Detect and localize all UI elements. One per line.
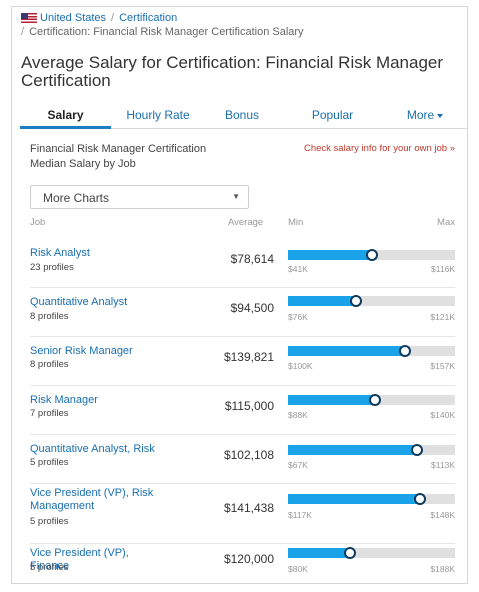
max-salary: $188K	[430, 564, 455, 574]
salary-range-fill	[288, 548, 350, 558]
salary-range-bar	[288, 345, 455, 357]
average-salary: $120,000	[223, 552, 274, 566]
job-title-link[interactable]: Risk Analyst	[30, 247, 90, 259]
job-title-link[interactable]: Risk Manager	[30, 394, 98, 406]
tab-more[interactable]: More	[400, 108, 450, 122]
job-title-link[interactable]: Quantitative Analyst, Risk	[30, 443, 155, 455]
salary-range-bar	[288, 295, 455, 307]
profile-count: 5 profiles	[30, 457, 69, 468]
profile-count: 7 profiles	[30, 408, 69, 419]
median-marker	[365, 249, 378, 261]
page-title: Average Salary for Certification: Financ…	[21, 53, 444, 90]
salary-range-bar	[288, 547, 455, 559]
average-salary: $94,500	[230, 301, 274, 315]
salary-range-fill	[288, 494, 420, 504]
own-job-link[interactable]: Check salary info for your own job »	[303, 143, 455, 154]
max-salary: $121K	[430, 312, 455, 322]
breadcrumb-country-link[interactable]: United States	[40, 12, 107, 24]
table-row: Senior Risk Manager 8 profiles $139,821 $10…	[30, 337, 455, 386]
breadcrumb-separator: /	[21, 26, 25, 38]
caret-down-icon	[437, 113, 444, 118]
median-marker	[413, 493, 426, 505]
min-salary: $88K	[288, 410, 308, 420]
job-title-link[interactable]: Vice President (VP), Risk Management	[30, 487, 154, 512]
max-salary: $113K	[431, 460, 455, 470]
max-salary: $148K	[430, 510, 455, 520]
column-header-job: Job	[30, 217, 46, 228]
table-row: Risk Manager 7 profiles $115,000 $88K $140K	[30, 386, 455, 435]
more-charts-dropdown[interactable]: More Charts ▼	[30, 185, 249, 209]
median-marker	[343, 547, 356, 559]
column-header-average: Average	[228, 217, 264, 228]
salary-range-fill	[288, 250, 372, 260]
job-title-link[interactable]: Vice President (VP), Finance	[30, 547, 129, 572]
breadcrumb-section-link[interactable]: Certification	[119, 12, 178, 24]
column-header-max: Max	[437, 217, 455, 228]
salary-range-fill	[288, 395, 375, 405]
max-salary: $140K	[430, 410, 455, 420]
profile-count: 5 profiles	[30, 516, 69, 527]
breadcrumb-separator: /	[111, 12, 115, 24]
tab-bonus[interactable]: Bonus	[224, 108, 260, 122]
min-salary: $100K	[288, 361, 313, 371]
salary-range-bar	[288, 444, 455, 456]
salary-range-bar	[288, 249, 455, 261]
min-salary: $117K	[288, 510, 312, 520]
tab-popular[interactable]: Popular	[311, 108, 354, 122]
dropdown-selected-value: More Charts	[43, 191, 110, 205]
breadcrumb: United States / Certification / Certific…	[21, 11, 461, 39]
min-salary: $76K	[288, 312, 308, 322]
salary-range-fill	[288, 445, 417, 455]
salary-range-bar	[288, 394, 455, 406]
average-salary: $139,821	[223, 350, 274, 364]
dropdown-arrow-icon: ▼	[232, 192, 240, 201]
profile-count: 23 profiles	[30, 262, 74, 273]
max-salary: $157K	[430, 361, 455, 371]
table-row: Quantitative Analyst, Risk 5 profiles $102…	[30, 435, 455, 484]
breadcrumb-current: Certification: Financial Risk Manager Ce…	[29, 26, 304, 38]
table-row: Vice President (VP), Finance 5 profiles $1…	[30, 544, 455, 583]
average-salary: $78,614	[230, 252, 274, 266]
table-row: Risk Analyst 23 profiles $78,614 $41K $116K	[30, 239, 455, 288]
tab-bar: Salary Hourly Rate Bonus Popular More	[20, 107, 467, 129]
profile-count: 8 profiles	[30, 311, 69, 322]
tab-hourly-rate[interactable]: Hourly Rate	[126, 108, 190, 122]
median-marker	[398, 345, 411, 357]
average-salary: $141,438	[223, 501, 274, 515]
table-row: Vice President (VP), Risk Management 5 pr…	[30, 484, 455, 544]
salary-range-fill	[288, 346, 405, 356]
min-salary: $67K	[288, 460, 308, 470]
salary-panel: United States / Certification / Certific…	[11, 6, 468, 584]
column-header-min: Min	[288, 217, 304, 228]
us-flag-icon	[21, 13, 37, 23]
max-salary: $116K	[431, 264, 455, 274]
active-tab-indicator	[20, 126, 111, 129]
median-marker	[368, 394, 381, 406]
table-row: Quantitative Analyst 8 profiles $94,500 $76…	[30, 288, 455, 337]
salary-range-bar	[288, 493, 455, 505]
salary-range-fill	[288, 296, 357, 306]
min-salary: $41K	[288, 264, 308, 274]
median-marker	[410, 444, 423, 456]
profile-count: 8 profiles	[30, 359, 69, 370]
profile-count: 5 profiles	[30, 562, 69, 573]
tab-more-label: More	[406, 108, 435, 122]
job-title-link[interactable]: Quantitative Analyst	[30, 296, 128, 308]
average-salary: $102,108	[223, 448, 274, 462]
job-title-link[interactable]: Senior Risk Manager	[30, 345, 133, 357]
section-title: Financial Risk Manager Certification Med…	[30, 143, 207, 170]
min-salary: $80K	[288, 564, 308, 574]
tab-salary[interactable]: Salary	[47, 108, 84, 122]
median-marker	[350, 295, 363, 307]
average-salary: $115,000	[224, 399, 274, 413]
